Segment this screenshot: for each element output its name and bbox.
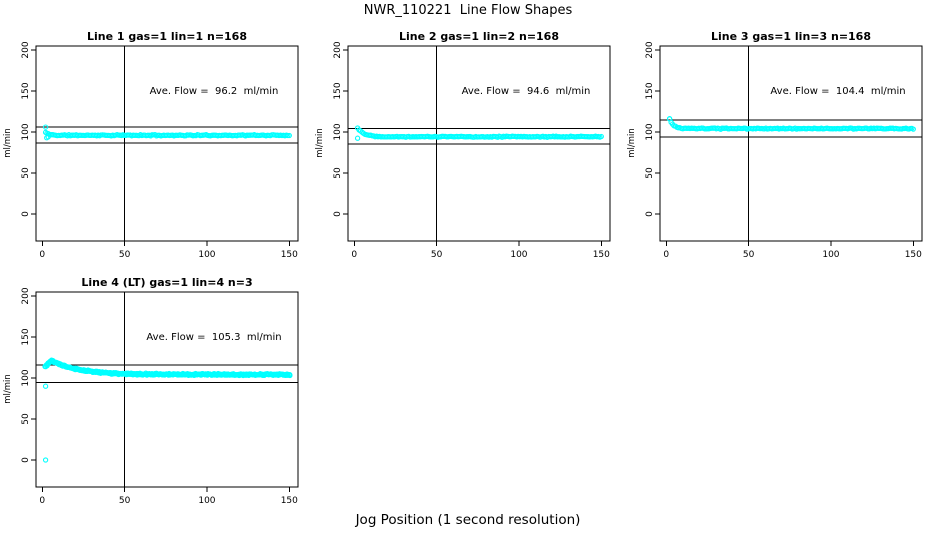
plot-box bbox=[35, 45, 299, 242]
data-point bbox=[598, 133, 604, 140]
y-tick-label: 50 bbox=[645, 167, 655, 179]
outlier-point bbox=[42, 124, 49, 130]
data-points bbox=[42, 357, 293, 463]
data-points bbox=[666, 116, 916, 132]
y-tick-label: 150 bbox=[21, 82, 31, 99]
x-tick-label: 100 bbox=[198, 250, 215, 260]
outlier-point bbox=[45, 134, 51, 140]
ave-flow-annotation: Ave. Flow = 105.3 ml/min bbox=[146, 332, 282, 343]
plot-area: 0 50 100 150 0 50 100 150 200 bbox=[333, 41, 611, 260]
x-tick-label: 50 bbox=[119, 496, 131, 506]
x-tick-label: 100 bbox=[198, 496, 215, 506]
plot-box bbox=[347, 45, 611, 242]
x-tick-label: 0 bbox=[351, 250, 357, 260]
x-tick-label: 50 bbox=[119, 250, 131, 260]
ave-flow-annotation: Ave. Flow = 96.2 ml/min bbox=[149, 86, 279, 97]
x-tick-label: 150 bbox=[281, 496, 298, 506]
outlier-point bbox=[666, 116, 673, 122]
plot-area: 0 50 100 150 0 50 100 150 200 bbox=[645, 41, 923, 260]
data-point bbox=[286, 372, 292, 378]
data-point bbox=[910, 126, 916, 132]
x-tick-label: 150 bbox=[593, 250, 610, 260]
y-tick-label: 200 bbox=[645, 41, 655, 58]
panel-line-3: Line 3 gas=1 lin=3 n=168 ml/min 0 50 100 15… bbox=[624, 30, 936, 276]
y-tick-label: 200 bbox=[21, 41, 31, 58]
y-tick-label: 100 bbox=[645, 123, 655, 140]
main-title: NWR_110221 Line Flow Shapes bbox=[363, 3, 573, 18]
y-tick-label: 100 bbox=[21, 123, 31, 140]
panel-line-2: Line 2 gas=1 lin=2 n=168 ml/min 0 50 100 15… bbox=[312, 30, 624, 276]
outlier-point bbox=[354, 135, 361, 141]
y-tick-label: 100 bbox=[21, 369, 31, 386]
x-tick-label: 0 bbox=[39, 250, 45, 260]
x-tick-label: 100 bbox=[822, 250, 839, 260]
ave-flow-annotation: Ave. Flow = 104.4 ml/min bbox=[770, 86, 906, 97]
x-tick-label: 50 bbox=[431, 250, 443, 260]
x-tick-label: 0 bbox=[663, 250, 669, 260]
y-tick-label: 50 bbox=[21, 167, 31, 179]
ave-flow-annotation: Ave. Flow = 94.6 ml/min bbox=[461, 86, 591, 97]
y-tick-label: 150 bbox=[645, 82, 655, 99]
panel-line-4: Line 4 (LT) gas=1 lin=4 n=3 ml/min 0 50 10… bbox=[0, 276, 312, 522]
y-tick-label: 100 bbox=[333, 123, 343, 140]
plot-area: 0 50 100 150 0 50 100 150 200 bbox=[21, 287, 299, 506]
y-tick-label: 0 bbox=[333, 211, 343, 217]
y-tick-label: 150 bbox=[21, 328, 31, 345]
data-point bbox=[286, 132, 292, 139]
x-tick-label: 100 bbox=[510, 250, 527, 260]
plot-box bbox=[35, 291, 299, 488]
x-tick-label: 0 bbox=[39, 496, 45, 506]
y-tick-label: 0 bbox=[21, 211, 31, 217]
y-tick-label: 200 bbox=[21, 287, 31, 304]
panel-line-1: Line 1 gas=1 lin=1 n=168 ml/min 0 50 100 15… bbox=[0, 30, 312, 276]
panel-title: Line 1 gas=1 lin=1 n=168 bbox=[86, 30, 247, 43]
y-tick-label: 200 bbox=[333, 41, 343, 58]
panel-title: Line 3 gas=1 lin=3 n=168 bbox=[710, 30, 871, 43]
data-points bbox=[354, 125, 604, 141]
panel-title: Line 4 (LT) gas=1 lin=4 n=3 bbox=[81, 276, 253, 289]
y-tick-label: 50 bbox=[21, 413, 31, 425]
y-tick-label: 0 bbox=[21, 457, 31, 463]
plot-box bbox=[659, 45, 923, 242]
panel-title: Line 2 gas=1 lin=2 n=168 bbox=[398, 30, 559, 43]
data-points bbox=[42, 124, 292, 141]
outlier-point bbox=[42, 383, 49, 389]
y-tick-label: 0 bbox=[645, 211, 655, 217]
y-tick-label: 150 bbox=[333, 82, 343, 99]
x-axis-title: Jog Position (1 second resolution) bbox=[355, 512, 581, 528]
plot-area: 0 50 100 150 0 50 100 150 200 bbox=[21, 41, 299, 260]
x-tick-label: 150 bbox=[905, 250, 922, 260]
outlier-point bbox=[42, 457, 49, 463]
y-tick-label: 50 bbox=[333, 167, 343, 179]
x-tick-label: 50 bbox=[743, 250, 755, 260]
x-tick-label: 150 bbox=[281, 250, 298, 260]
